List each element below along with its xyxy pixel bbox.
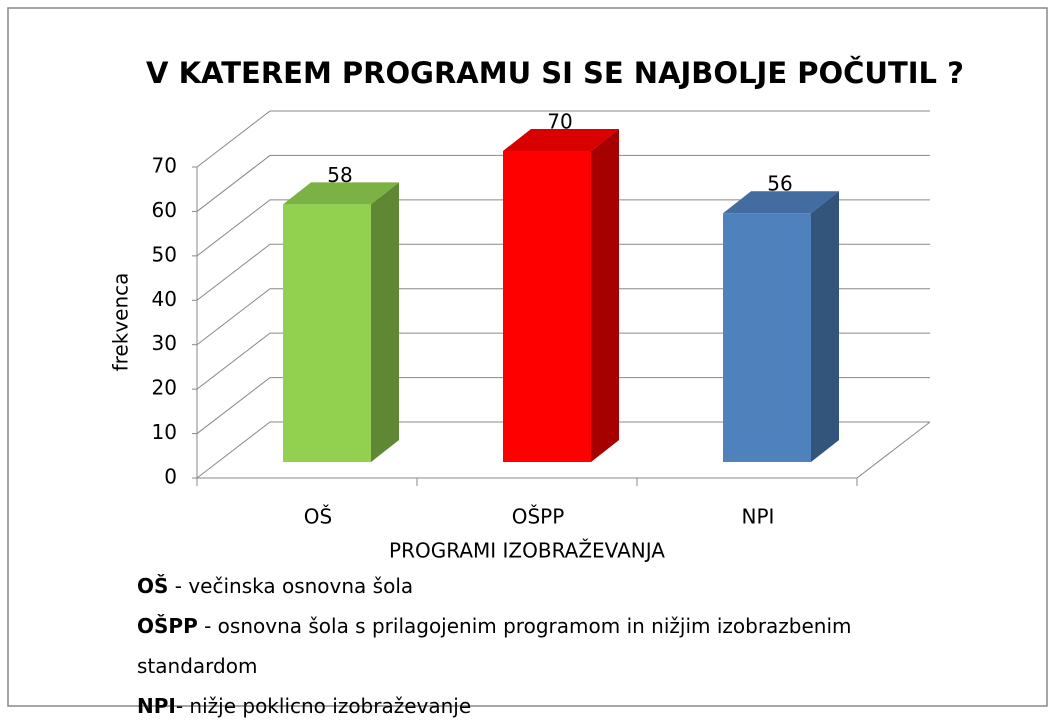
y-tick-label: 60	[152, 198, 177, 222]
x-axis-label: PROGRAMI IZOBRAŽEVANJA	[389, 539, 665, 563]
x-tick-label: NPI	[742, 505, 775, 529]
chart-title: V KATEREM PROGRAMU SI SE NAJBOLJE POČUTI…	[146, 56, 964, 90]
note-term: NPI	[137, 694, 176, 718]
bar	[723, 213, 811, 462]
bar-top-shade	[283, 182, 399, 205]
grid-line	[196, 199, 930, 257]
bar-top-shade	[723, 191, 839, 214]
y-tick-label: 30	[152, 331, 177, 355]
chart: V KATEREM PROGRAMU SI SE NAJBOLJE POČUTI…	[7, 7, 1048, 707]
note-term: OŠPP	[137, 614, 198, 638]
note-text: - nižje poklicno izobraževanje	[175, 694, 472, 718]
bar-side	[811, 191, 839, 462]
notes: OŠ - večinska osnovna šola OŠPP - osnovna…	[137, 566, 927, 726]
y-axis-label: frekvenca	[109, 273, 133, 372]
bar-top-shade	[503, 129, 619, 151]
y-tick-label: 10	[152, 420, 177, 444]
y-tick-label: 0	[164, 465, 177, 489]
x-tick-label: OŠ	[304, 505, 332, 529]
x-tick-label: OŠPP	[512, 505, 565, 529]
page: V KATEREM PROGRAMU SI SE NAJBOLJE POČUTI…	[7, 7, 1048, 718]
y-tick-label: 70	[152, 154, 177, 178]
bar-top	[283, 182, 399, 205]
chart-frame	[7, 7, 1048, 707]
note-term: OŠ	[137, 574, 169, 598]
grid-line	[196, 110, 930, 168]
note-text: - večinska osnovna šola	[168, 574, 414, 598]
value-label: 70	[547, 110, 572, 134]
grid-line	[196, 377, 930, 434]
bar-side	[371, 182, 399, 463]
bar-top	[503, 129, 619, 151]
value-label: 56	[767, 172, 792, 196]
bar	[283, 204, 371, 463]
grid-line	[196, 332, 930, 390]
note: OŠ - večinska osnovna šola	[137, 566, 927, 606]
bar-side-shade	[811, 191, 839, 462]
bar-top	[723, 191, 839, 214]
bar-side	[591, 129, 619, 462]
grid-line	[196, 421, 930, 479]
note-text: - osnovna šola s prilagojenim programom …	[137, 614, 858, 678]
floor-edge	[856, 421, 931, 479]
grid-line	[196, 243, 930, 301]
y-tick-label: 40	[152, 287, 177, 311]
bar-side-shade	[371, 182, 399, 463]
y-tick-label: 20	[152, 376, 177, 400]
value-label: 58	[327, 163, 352, 187]
y-tick-label: 50	[152, 242, 177, 266]
bar	[503, 151, 591, 462]
bar-side-shade	[591, 129, 619, 462]
note: NPI- nižje poklicno izobraževanje	[137, 686, 927, 726]
note: OŠPP - osnovna šola s prilagojenim progr…	[137, 606, 927, 686]
grid-line	[196, 154, 930, 212]
grid-line	[196, 288, 930, 346]
